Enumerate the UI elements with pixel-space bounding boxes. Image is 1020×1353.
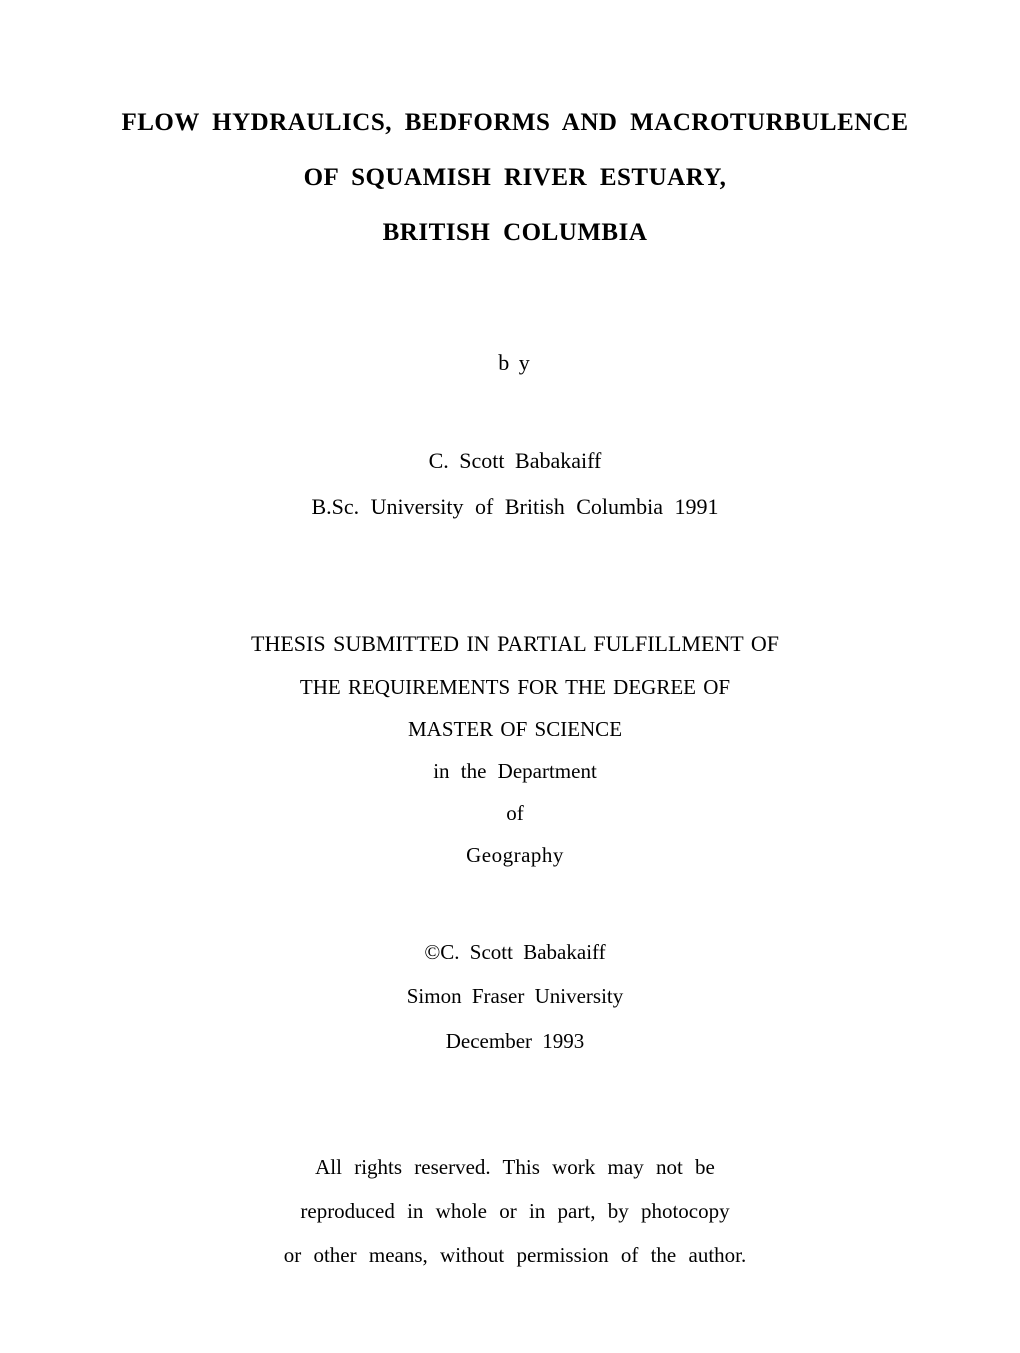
thesis-title-page: FLOW HYDRAULICS, BEDFORMS AND MACROTURBU… — [0, 0, 1020, 1353]
submission-line-3: MASTER OF SCIENCE — [100, 708, 930, 750]
rights-line-3: or other means, without permission of th… — [100, 1233, 930, 1277]
title-block: FLOW HYDRAULICS, BEDFORMS AND MACROTURBU… — [100, 95, 930, 260]
title-line-2: OF SQUAMISH RIVER ESTUARY, — [100, 150, 930, 205]
author-degree: B.Sc. University of British Columbia 199… — [100, 484, 930, 530]
author-name: C. Scott Babakaiff — [100, 438, 930, 484]
rights-line-1: All rights reserved. This work may not b… — [100, 1145, 930, 1189]
submission-line-1: THESIS SUBMITTED IN PARTIAL FULFILLMENT … — [100, 622, 930, 666]
author-block: C. Scott Babakaiff B.Sc. University of B… — [100, 438, 930, 530]
submission-block: THESIS SUBMITTED IN PARTIAL FULFILLMENT … — [100, 622, 930, 876]
title-line-3: BRITISH COLUMBIA — [100, 205, 930, 260]
title-line-1: FLOW HYDRAULICS, BEDFORMS AND MACROTURBU… — [100, 95, 930, 150]
copyright-date: December 1993 — [100, 1019, 930, 1063]
of-line: of — [100, 792, 930, 834]
copyright-block: ©C. Scott Babakaiff Simon Fraser Univers… — [100, 930, 930, 1062]
copyright-author: ©C. Scott Babakaiff — [100, 930, 930, 974]
submission-line-2: THE REQUIREMENTS FOR THE DEGREE OF — [100, 666, 930, 708]
rights-reserved-block: All rights reserved. This work may not b… — [100, 1145, 930, 1277]
department-name: Geography — [100, 834, 930, 876]
department-in: in the Department — [100, 750, 930, 792]
rights-line-2: reproduced in whole or in part, by photo… — [100, 1189, 930, 1233]
copyright-university: Simon Fraser University — [100, 974, 930, 1018]
by-line: b y — [100, 350, 930, 376]
